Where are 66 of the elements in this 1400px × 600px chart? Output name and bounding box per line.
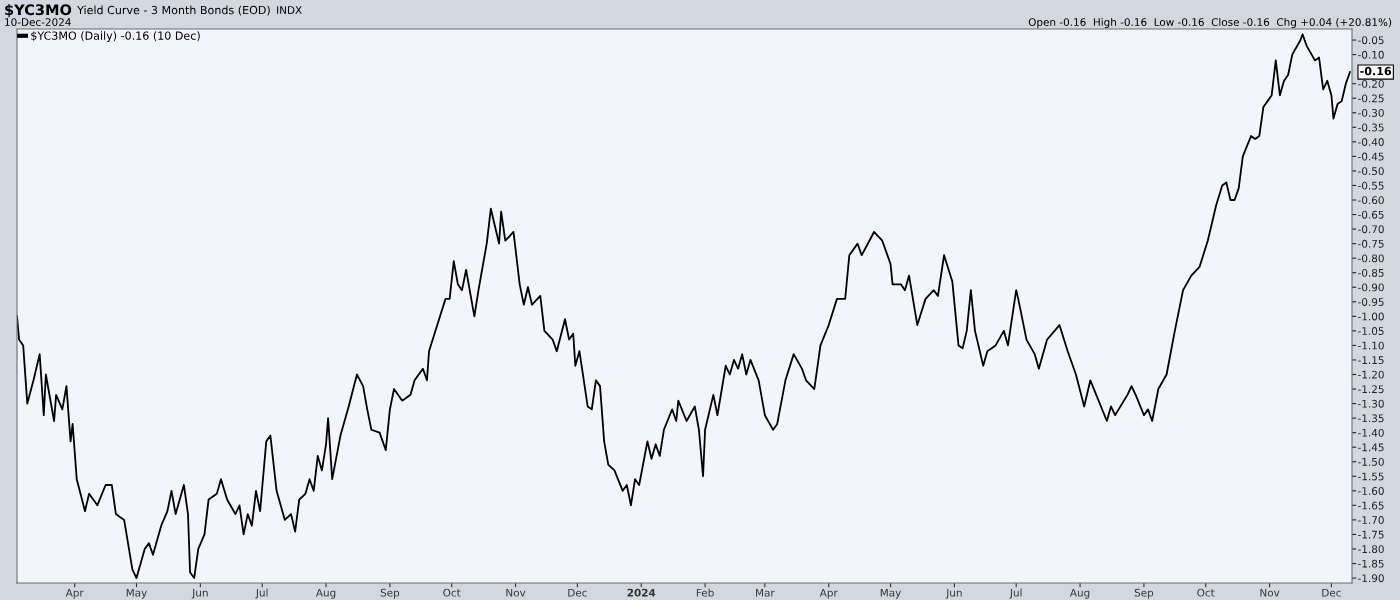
x-tick-label: Sep [380,588,400,599]
y-tick-label: -0.25 [1358,94,1384,103]
x-tick-label: Mar [756,588,775,597]
y-tick-label: -1.75 [1358,530,1384,539]
y-tick-label: -1.85 [1358,559,1384,568]
y-tick-label: -0.70 [1358,225,1384,234]
y-tick-label: -0.10 [1358,50,1384,59]
y-tick-label: -0.95 [1358,298,1384,306]
text: Open -0.16 High -0.16 Low -0.16 Close -0.16 Chg +0.04 (+20.81%) [1028,17,1392,29]
y-tick-label: -0.40 [1358,138,1384,146]
y-tick-label: -1.55 [1358,472,1384,481]
y-tick-label: -0.90 [1358,283,1384,292]
x-tick-label: Oct [1197,588,1215,597]
x-tick-label: Sep [1134,588,1154,599]
y-tick-label: -0.85 [1358,268,1384,277]
x-tick-label: Aug [315,588,336,599]
y-tick-label: -1.65 [1358,501,1384,510]
y-tick-label: -0.75 [1358,239,1384,248]
y-tick-label: -1.10 [1358,341,1384,350]
y-tick-label: -1.45 [1358,443,1384,452]
y-tick-label: -1.00 [1358,312,1384,321]
x-tick-label: Dec [1322,588,1341,597]
y-tick-label: -1.40 [1358,428,1384,437]
y-tick-label: -1.25 [1358,385,1384,394]
legend-label: $YC3MO (Daily) -0.16 (10 Dec) [31,31,200,42]
x-tick-label: May [880,588,901,599]
x-tick-label: Nov [506,588,526,597]
y-tick-label: -1.20 [1358,370,1384,379]
y-tick-label: -1.50 [1358,457,1384,466]
annotation: -0.16 [1360,66,1392,76]
x-tick-label: Feb [696,588,714,597]
y-tick-label: -0.45 [1358,152,1384,161]
y-tick-label: -0.50 [1358,167,1384,176]
x-tick-label: Jun [945,588,962,599]
y-tick-label: -0.20 [1358,79,1384,88]
x-tick-label: Jun [191,588,208,599]
x-tick-label: Jul [1009,588,1022,599]
x-tick-label: Apr [819,588,838,599]
y-tick-label: -0.65 [1358,210,1384,219]
y-tick-label: -1.15 [1358,356,1384,365]
x-tick-label: Oct [443,588,461,597]
y-tick-label: -0.05 [1358,36,1384,45]
y-tick-label: -1.70 [1358,516,1384,524]
y-tick-label: -1.80 [1358,545,1384,554]
x-tick-label: 2024 [627,588,656,597]
text: INDX [277,6,302,14]
x-tick-label: Apr [65,588,84,599]
y-tick-label: -1.05 [1358,327,1384,335]
y-tick-label: -0.80 [1358,254,1384,263]
y-tick-label: -0.55 [1358,181,1384,190]
y-tick-label: -0.30 [1358,108,1384,117]
y-tick-label: -1.35 [1358,414,1384,423]
x-tick-label: Dec [568,588,587,597]
x-tick-label: Aug [1069,588,1090,599]
y-tick-label: -1.90 [1358,574,1384,583]
x-tick-label: Nov [1260,588,1280,597]
chart-subtitle: Yield Curve - 3 Month Bonds (EOD) [77,5,270,16]
y-tick-label: -0.35 [1358,123,1384,132]
y-tick-label: -0.60 [1358,196,1384,205]
line-series [17,33,1351,579]
x-tick-label: Jul [255,588,268,599]
text: 10-Dec-2024 [5,18,71,27]
chart-title: $YC3MO [5,3,72,18]
y-tick-label: -1.60 [1358,487,1384,495]
y-tick-label: -1.30 [1358,399,1384,408]
x-tick-label: May [126,588,147,599]
